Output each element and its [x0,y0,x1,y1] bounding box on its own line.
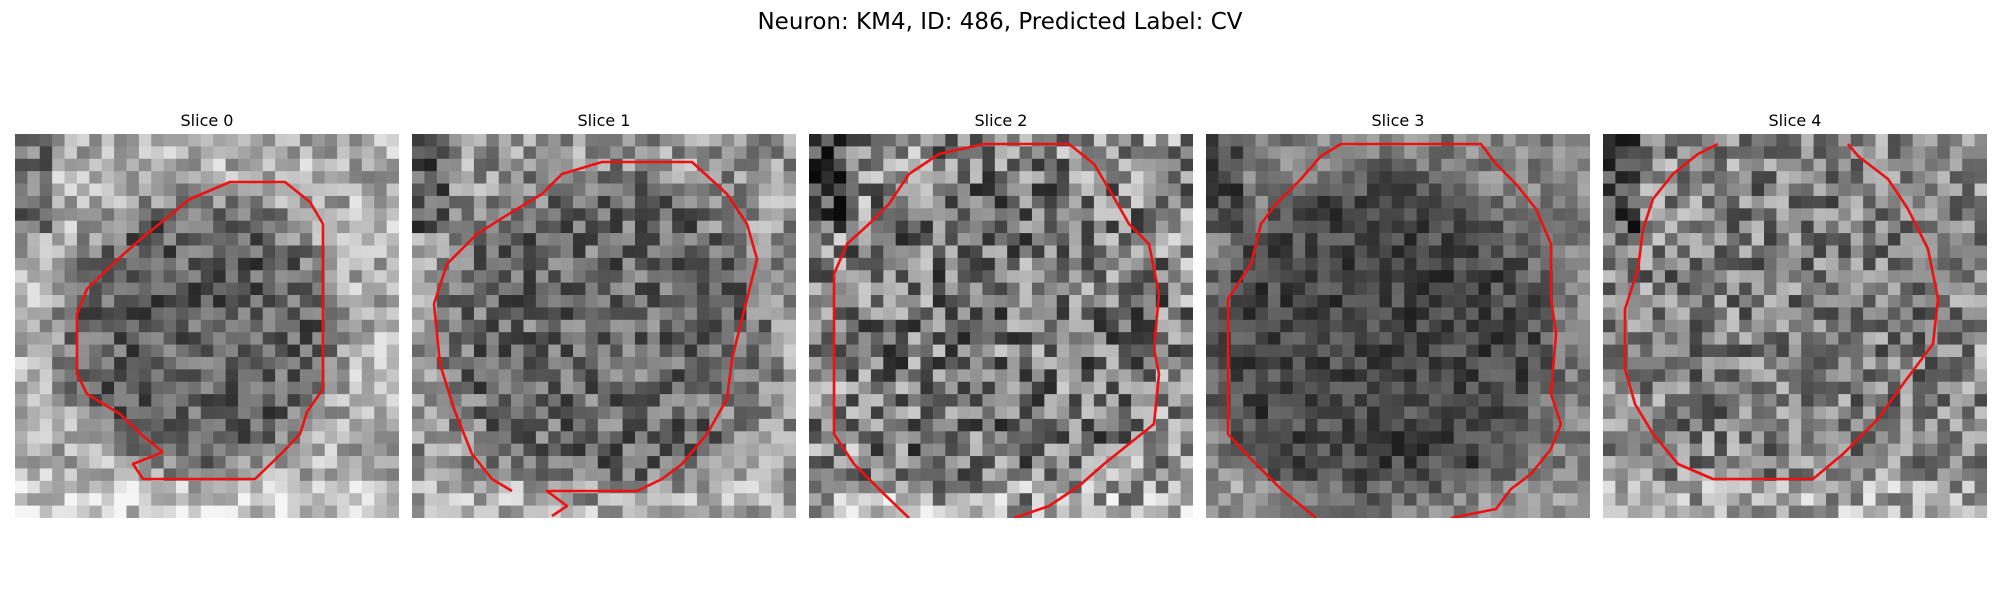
slice-panel-2: Slice 2 [809,108,1193,518]
slice-image-3 [1206,134,1590,518]
neuron-contour-4 [1623,142,1940,481]
slice-title-2: Slice 2 [974,111,1028,130]
slice-image-0 [15,134,399,518]
neuron-contour-3 [1226,142,1563,518]
neuron-contour-0 [75,180,325,481]
slice-panel-4: Slice 4 [1603,108,1987,518]
figure-title: Neuron: KM4, ID: 486, Predicted Label: C… [757,9,1243,35]
neuron-contour-2 [832,142,1161,518]
neuron-contour-1 [432,160,759,518]
slice-panel-0: Slice 0 [15,108,399,518]
slice-panel-3: Slice 3 [1206,108,1590,518]
slice-title-4: Slice 4 [1768,111,1822,130]
slice-pixels-3 [1206,134,1590,518]
slice-title-1: Slice 1 [577,111,631,130]
slice-image-2 [809,134,1193,518]
slice-title-3: Slice 3 [1371,111,1425,130]
slice-image-1 [412,134,796,518]
slice-pixels-2 [809,134,1193,518]
slice-title-0: Slice 0 [180,111,234,130]
slice-pixels-1 [412,134,796,518]
slice-image-4 [1603,134,1987,518]
slice-pixels-4 [1603,134,1987,518]
slice-pixels-0 [15,134,399,518]
slice-panel-1: Slice 1 [412,108,796,518]
